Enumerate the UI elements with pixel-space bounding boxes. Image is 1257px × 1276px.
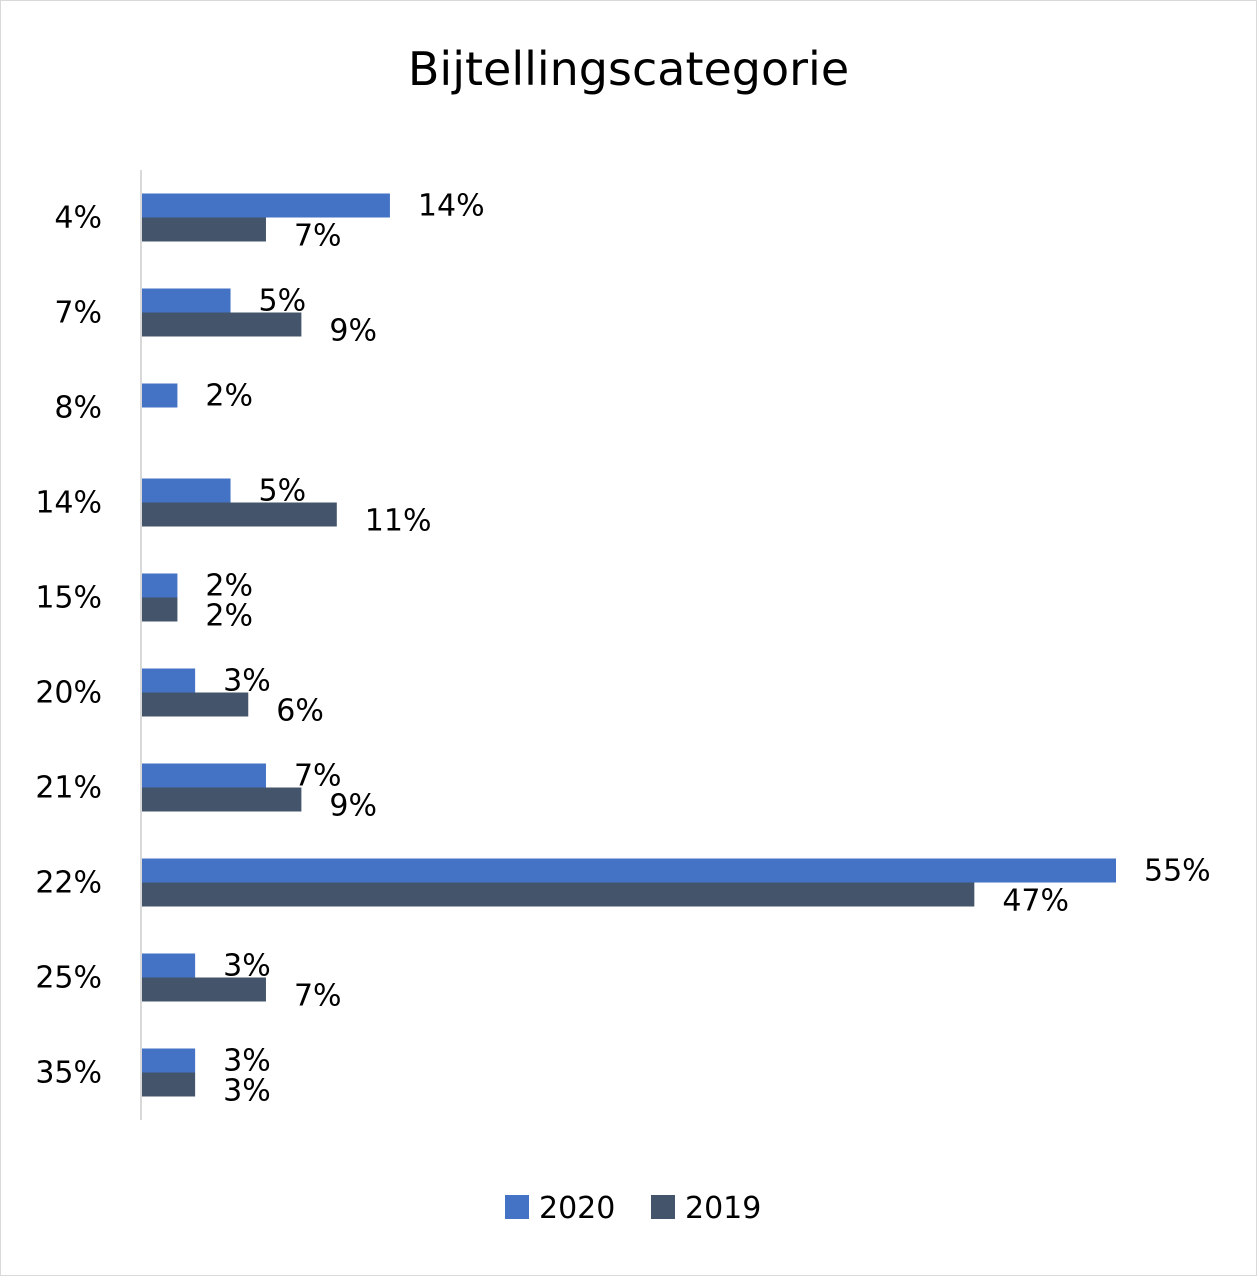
- bar-2019: [142, 882, 975, 907]
- data-label-2019: 47%: [1002, 884, 1069, 919]
- legend-swatch-2020: [505, 1195, 529, 1219]
- bar-2019: [142, 502, 337, 527]
- bar-2020: [142, 1048, 196, 1073]
- bar-2019: [142, 312, 302, 337]
- bar-2020: [142, 478, 231, 503]
- category-label: 7%: [54, 296, 102, 331]
- data-label-2020: 5%: [259, 284, 307, 319]
- data-label-2020: 5%: [259, 474, 307, 509]
- bar-2020: [142, 668, 196, 693]
- category-label: 21%: [35, 771, 102, 806]
- data-label-2020: 2%: [205, 569, 253, 604]
- bar-2020: [142, 383, 178, 408]
- bar-2019: [142, 217, 266, 242]
- data-labels: 14%7%5%9%2%5%11%2%2%3%6%7%9%55%47%3%7%3%…: [205, 189, 1210, 1109]
- data-label-2020: 2%: [205, 379, 253, 414]
- bar-2020: [142, 858, 1116, 883]
- category-label: 35%: [35, 1056, 102, 1091]
- category-label: 8%: [54, 391, 102, 426]
- legend: 2020 2019: [505, 1191, 761, 1226]
- data-label-2019: 9%: [329, 789, 377, 824]
- category-label: 15%: [35, 581, 102, 616]
- bar-2020: [142, 953, 196, 978]
- bar-2020: [142, 763, 266, 788]
- data-label-2020: 55%: [1144, 854, 1211, 889]
- bar-2019: [142, 597, 178, 622]
- data-label-2020: 7%: [294, 759, 342, 794]
- data-label-2019: 3%: [223, 1074, 271, 1109]
- data-label-2019: 7%: [294, 219, 342, 254]
- data-label-2019: 6%: [276, 694, 324, 729]
- category-label: 22%: [35, 866, 102, 901]
- category-label: 25%: [35, 961, 102, 996]
- bar-2019: [142, 692, 249, 717]
- bar-2019: [142, 977, 266, 1002]
- data-label-2020: 3%: [223, 1044, 271, 1079]
- data-label-2019: 9%: [329, 314, 377, 349]
- bar-2019: [142, 787, 302, 812]
- category-label: 20%: [35, 676, 102, 711]
- data-label-2020: 14%: [418, 189, 485, 224]
- bar-2020: [142, 573, 178, 598]
- bar-2020: [142, 193, 390, 218]
- legend-label-2020: 2020: [539, 1191, 615, 1226]
- data-label-2020: 3%: [223, 949, 271, 984]
- bars: [142, 193, 1116, 1097]
- bar-2019: [142, 1072, 196, 1097]
- data-label-2019: 11%: [365, 504, 432, 539]
- data-label-2019: 7%: [294, 979, 342, 1014]
- data-label-2020: 3%: [223, 664, 271, 699]
- bar-2020: [142, 288, 231, 313]
- category-label: 4%: [54, 201, 102, 236]
- category-labels: 4% 7% 8% 14% 15% 20% 21% 22% 25% 35%: [35, 201, 102, 1091]
- category-label: 14%: [35, 486, 102, 521]
- chart-title: Bijtellingscategorie: [407, 42, 850, 96]
- legend-label-2019: 2019: [685, 1191, 761, 1226]
- data-label-2019: 2%: [205, 599, 253, 634]
- legend-swatch-2019: [651, 1195, 675, 1219]
